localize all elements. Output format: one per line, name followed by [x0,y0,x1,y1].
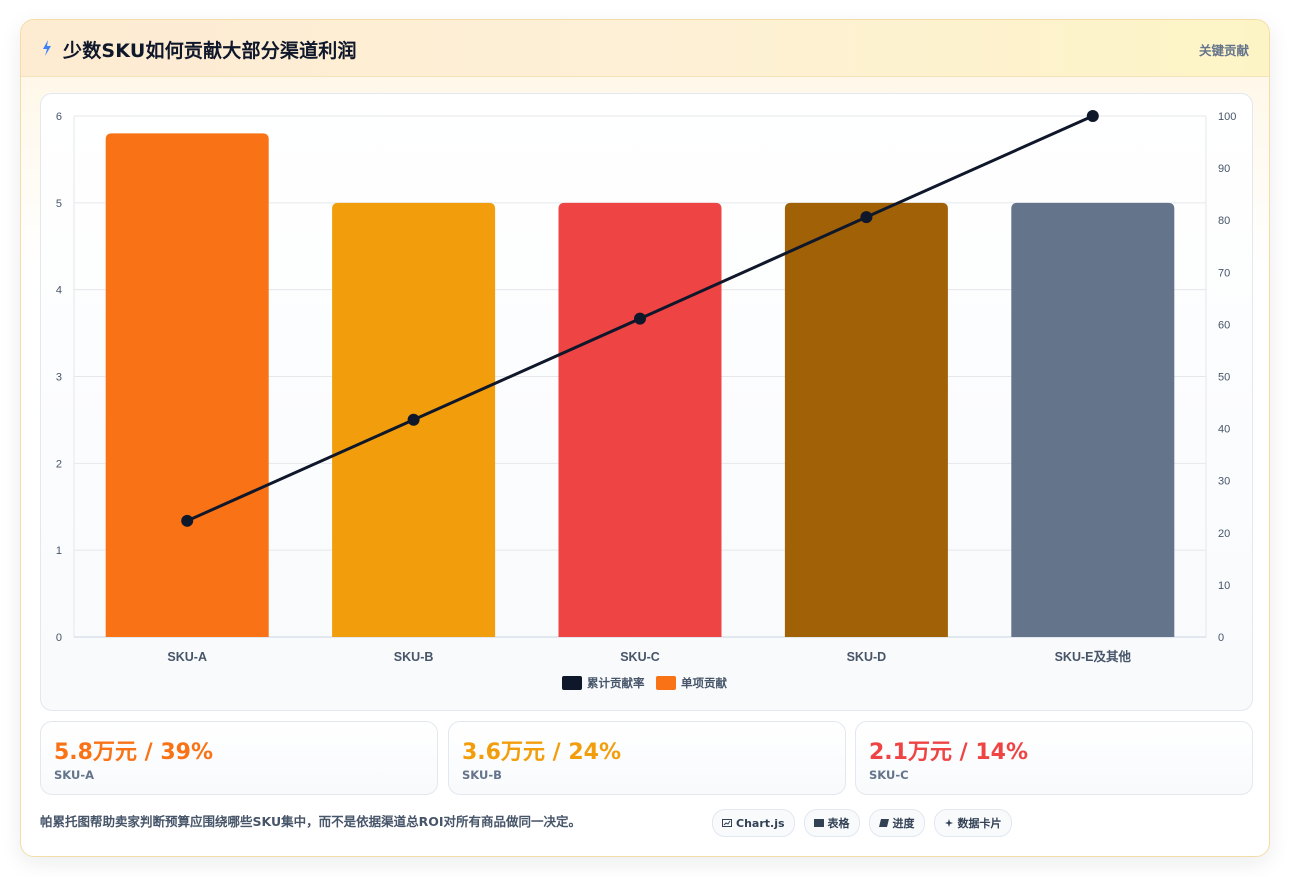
kpi-card-sku-c: 2.1万元 / 14% SKU-C [855,721,1253,795]
cumulative-point-5 [1086,110,1099,122]
kpi-card-sku-b: 3.6万元 / 24% SKU-B [448,721,846,795]
footnote: 帕累托图帮助卖家判断预算应围绕哪些SKU集中，而不是依据渠道总ROI对所有商品做… [40,814,582,829]
bar-sku-e及其他 [1011,202,1175,637]
table-icon [813,819,824,827]
progress-icon [878,819,889,827]
chip-label: 进度 [892,817,915,830]
y-left-tick-label: 6 [56,111,62,123]
y-right-tick-label: 50 [1218,372,1230,384]
y-right-tick-label: 100 [1218,111,1236,123]
x-tick-label: SKU-D [847,650,887,664]
card-title: 少数SKU如何贡献大部分渠道利润 [63,40,357,62]
kpi-value: 2.1万元 / 14% [869,740,1028,765]
bar-sku-a [105,133,269,637]
chip-label: 数据卡片 [957,817,1002,830]
chart-panel: 0 1 2 3 4 5 6 0 10 20 30 40 50 60 70 80 90 100 SKU-A SKU-B S… [40,93,1253,711]
y-left-tick-label: 4 [56,285,62,297]
chip-table[interactable]: 表格 [803,809,860,837]
chart-icon [722,819,732,827]
bar-sku-c [558,202,722,637]
cumulative-point-3 [634,312,646,325]
key-contribution-badge: 关键贡献 [1198,43,1249,58]
y-right-tick-label: 90 [1218,163,1230,175]
y-right-tick-label: 20 [1218,528,1230,540]
kpi-label: SKU-C [869,768,909,782]
y-left-tick-label: 1 [56,545,62,557]
y-right-tick-label: 60 [1218,319,1230,331]
y-left-tick-label: 5 [56,198,62,210]
sparkle-icon [944,819,953,827]
cumulative-point-2 [407,413,420,426]
legend-swatch [656,676,676,690]
y-left-tick-label: 3 [56,372,62,384]
kpi-value: 5.8万元 / 39% [54,740,213,765]
card-header: 少数SKU如何贡献大部分渠道利润 关键贡献 [21,20,1269,77]
x-tick-label: SKU-A [167,650,207,664]
pareto-card: 少数SKU如何贡献大部分渠道利润 关键贡献 0 1 2 3 4 5 6 0 10 20 30 40 50… [20,19,1270,857]
feature-chips: Chart.js 表格 进度 数据卡片 [712,809,1012,837]
cumulative-point-1 [181,514,194,527]
legend-swatch [562,676,582,690]
x-tick-label: SKU-C [620,650,660,664]
y-right-tick-label: 80 [1218,215,1230,227]
kpi-value: 3.6万元 / 24% [462,740,621,765]
x-tick-label: SKU-E及其他 [1055,649,1132,664]
kpi-label: SKU-B [462,768,502,782]
y-right-tick-label: 0 [1218,632,1224,644]
chip-progress[interactable]: 进度 [868,809,925,837]
y-right-tick-label: 10 [1218,580,1230,592]
y-right-tick-label: 30 [1218,476,1230,488]
x-tick-label: SKU-B [394,650,434,664]
kpi-card-sku-a: 5.8万元 / 39% SKU-A [40,721,438,795]
kpi-label: SKU-A [54,768,95,782]
y-right-tick-label: 40 [1218,424,1230,436]
y-right-tick-label: 70 [1218,267,1230,279]
chip-label: 表格 [827,817,850,830]
cumulative-point-4 [860,211,873,224]
bar-sku-d [784,202,948,637]
legend-label: 单项贡献 [681,676,727,690]
lightning-icon [43,40,51,56]
legend-label: 累计贡献率 [587,676,645,690]
chip-label: Chart.js [736,816,785,830]
y-left-tick-label: 0 [56,632,62,644]
chip-chartjs[interactable]: Chart.js [712,809,795,837]
chip-data-cards[interactable]: 数据卡片 [933,809,1012,837]
y-left-tick-label: 2 [56,458,62,470]
